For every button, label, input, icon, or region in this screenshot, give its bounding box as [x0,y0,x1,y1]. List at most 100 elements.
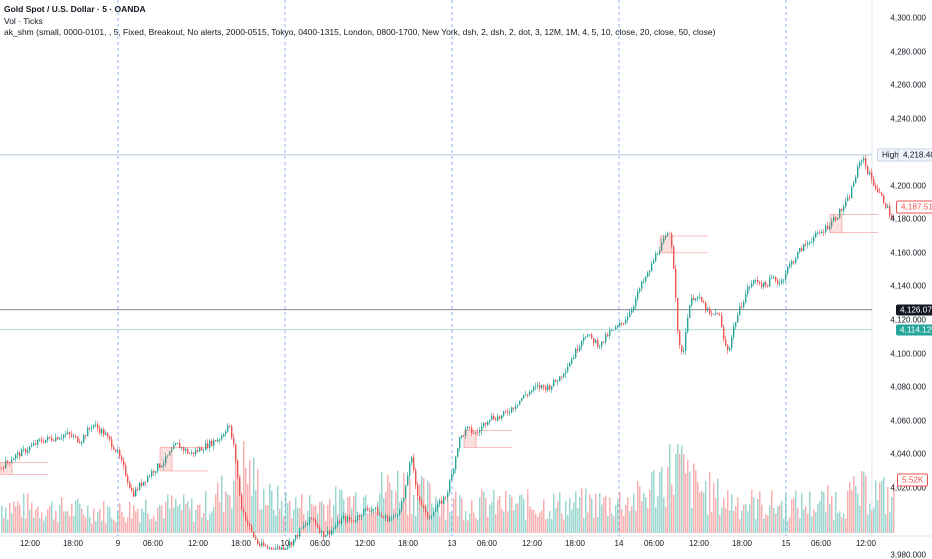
volume-bar [457,516,459,533]
volume-legend[interactable]: Vol · Ticks [4,16,715,28]
volume-bar [491,502,493,533]
candle-body [103,429,104,434]
candle-body [57,437,58,439]
volume-bar [309,495,311,533]
volume-bar [35,509,37,533]
candle-body [595,340,596,343]
candle-body [85,435,86,436]
candle-body [845,201,846,207]
volume-bar [461,498,463,533]
time-tick-label: 12:00 [20,539,40,548]
candle-body [679,331,680,345]
candle-body [227,426,228,432]
volume-bar [353,496,355,533]
volume-bar [481,490,483,533]
candle-body [587,335,588,336]
volume-bar [811,516,813,533]
candle-body [315,520,316,525]
candle-body [51,438,52,440]
candle-body [701,297,702,302]
candle-body [137,489,138,490]
volume-bar [87,506,89,533]
candle-body [555,380,556,382]
volume-bar [279,509,281,533]
volume-bar [561,514,563,533]
volume-bar [609,497,611,533]
candle-body [125,465,126,475]
candle-body [83,435,84,442]
candle-body [627,317,628,320]
volume-bar [567,515,569,533]
candle-body [821,232,822,233]
volume-bar [551,519,553,533]
candle-body [209,441,210,448]
candle-body [793,262,794,263]
volume-bar [295,497,297,533]
candle-body [455,457,456,470]
volume-bar [807,514,809,533]
candle-body [367,508,368,510]
price-tick-label: 4,200.000 [890,181,926,190]
candle-body [89,428,90,429]
volume-bar [531,509,533,533]
price-tick-label: 4,240.000 [890,114,926,123]
volume-bar [519,495,521,533]
time-tick-label: 12:00 [689,539,709,548]
candle-body [363,509,364,515]
candle-body [515,406,516,408]
volume-bar [579,497,581,533]
candle-body [13,458,14,460]
candle-body [61,438,62,439]
candle-body [431,516,432,517]
candle-body [573,357,574,359]
candle-body [411,457,412,462]
candle-body [695,298,696,300]
volume-bar [221,475,223,533]
candle-body [205,443,206,450]
candle-body [549,385,550,389]
volume-bar [459,495,461,533]
volume-bar [765,514,767,533]
candle-body [25,449,26,453]
price-tick-label: 4,260.000 [890,81,926,90]
candle-body [635,299,636,307]
volume-bar [225,491,227,533]
candle-body [233,438,234,444]
volume-bar [111,518,113,533]
candle-body [483,423,484,426]
volume-bar [447,498,449,533]
volume-bar [57,522,59,533]
candle-body [231,426,232,437]
candle-body [803,244,804,251]
candle-body [453,469,454,474]
volume-bar [537,517,539,533]
volume-bar [593,518,595,533]
volume-bar [525,520,527,533]
candle-body [769,278,770,286]
volume-bar [849,482,851,533]
volume-bar [301,494,303,533]
candle-body [611,330,612,331]
volume-bar [407,515,409,533]
symbol-title[interactable]: Gold Spot / U.S. Dollar · 5 · OANDA [4,4,715,16]
volume-bar [555,509,557,533]
price-tick-label: 4,280.000 [890,47,926,56]
volume-bar [685,473,687,533]
candle-body [217,440,218,442]
volume-bar [105,523,107,533]
volume-bar [453,499,455,533]
red-price-badge: 4,187.515 [896,200,932,213]
candle-body [523,395,524,398]
candle-body [533,387,534,390]
volume-bar [411,514,413,533]
volume-bar [267,505,269,533]
volume-bar [841,517,843,533]
volume-bar [687,460,689,533]
candle-body [815,233,816,237]
indicator-legend[interactable]: ak_shm (small, 0000-0101, , 5, Fixed, Br… [4,27,715,39]
candle-body [631,310,632,312]
